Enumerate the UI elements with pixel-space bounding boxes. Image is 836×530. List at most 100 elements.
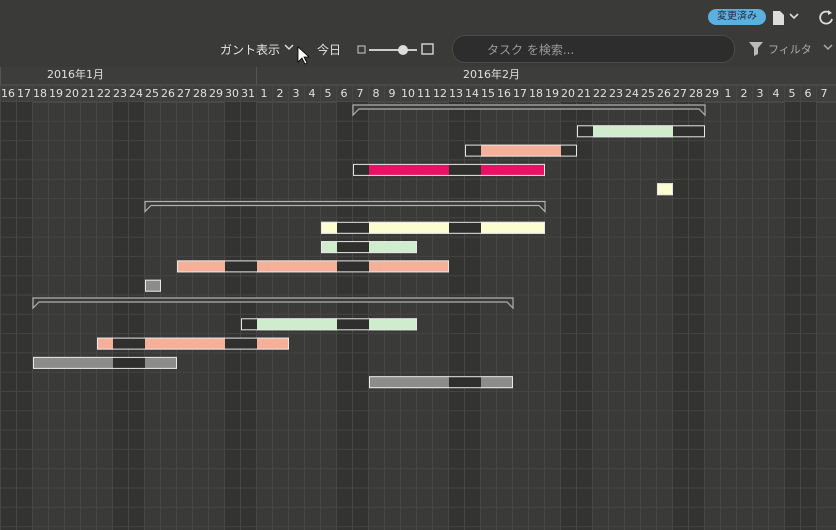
bar-weekend [673, 125, 689, 138]
filter-button[interactable]: フィルタ [768, 43, 812, 56]
day-label: 18 [529, 87, 543, 100]
task-bar [33, 356, 177, 369]
summary-bracket [144, 200, 546, 213]
task-bar [321, 221, 545, 234]
day-label: 16 [1, 87, 15, 100]
bar-segment [369, 241, 385, 254]
bar-segment [657, 183, 673, 196]
bar-segment [641, 125, 657, 138]
day-label: 6 [805, 87, 812, 100]
day-label: 14 [465, 87, 479, 100]
bar-segment [417, 376, 433, 389]
day-label: 8 [373, 87, 380, 100]
bar-segment [401, 221, 417, 234]
bar-weekend [129, 356, 145, 369]
bar-segment [65, 356, 81, 369]
bar-outline [33, 356, 177, 369]
day-label: 24 [625, 87, 639, 100]
bar-segment [369, 163, 385, 176]
bar-segment [401, 260, 417, 273]
search-box[interactable]: タスク を検索... [452, 35, 735, 63]
bar-weekend [337, 318, 353, 331]
bar-segment [321, 221, 337, 234]
day-label: 4 [309, 87, 316, 100]
day-label: 9 [389, 87, 396, 100]
bar-segment [97, 356, 113, 369]
day-label: 15 [481, 87, 495, 100]
bar-weekend [129, 337, 145, 350]
task-bar [369, 376, 513, 389]
bar-segment [529, 221, 545, 234]
bar-segment [497, 221, 513, 234]
day-label: 25 [641, 87, 655, 100]
bar-outline [353, 163, 545, 176]
bar-outline [241, 318, 417, 331]
bar-segment [33, 356, 49, 369]
day-label: 25 [145, 87, 159, 100]
bar-segment [401, 318, 417, 331]
bar-weekend [241, 318, 257, 331]
weekend-column [240, 102, 256, 530]
day-label: 29 [209, 87, 223, 100]
bar-segment [481, 376, 497, 389]
day-label: 27 [177, 87, 191, 100]
bar-segment [49, 356, 65, 369]
weekend-column [688, 102, 704, 530]
bar-segment [433, 221, 449, 234]
bar-weekend [353, 241, 369, 254]
bar-segment [385, 260, 401, 273]
day-label: 20 [65, 87, 79, 100]
bar-segment [273, 260, 289, 273]
bar-weekend [353, 318, 369, 331]
bar-weekend [353, 221, 369, 234]
task-bar [145, 279, 161, 292]
bar-segment [609, 125, 625, 138]
bar-segment [529, 163, 545, 176]
bar-segment [513, 221, 529, 234]
bar-segment [305, 318, 321, 331]
bar-segment [417, 163, 433, 176]
bar-segment [257, 260, 273, 273]
task-bar [353, 163, 545, 176]
day-label: 22 [97, 87, 111, 100]
bar-segment [481, 144, 497, 157]
bar-segment [209, 260, 225, 273]
bar-outline [577, 125, 705, 138]
day-label: 26 [657, 87, 671, 100]
weekend-column [464, 102, 480, 530]
bar-segment [513, 144, 529, 157]
day-label: 17 [513, 87, 527, 100]
weekend-column [576, 102, 592, 530]
bar-segment [321, 318, 337, 331]
bar-weekend [577, 125, 593, 138]
view-menu[interactable]: ガント表示 [220, 43, 281, 57]
day-label: 30 [225, 87, 239, 100]
bar-weekend [113, 356, 129, 369]
bar-outline [177, 260, 449, 273]
weekend-column [128, 102, 144, 530]
weekend-column [352, 102, 368, 530]
bar-weekend [465, 144, 481, 157]
day-label: 6 [341, 87, 348, 100]
bar-segment [177, 337, 193, 350]
bar-segment [161, 356, 177, 369]
bar-segment [385, 163, 401, 176]
day-label: 3 [293, 87, 300, 100]
bar-segment [529, 144, 545, 157]
bar-weekend [113, 337, 129, 350]
bar-weekend [337, 221, 353, 234]
day-label: 26 [161, 87, 175, 100]
bar-segment [625, 125, 641, 138]
today-button[interactable]: 今日 [317, 43, 342, 57]
day-label: 27 [673, 87, 687, 100]
day-label: 7 [821, 87, 828, 100]
bar-segment [385, 221, 401, 234]
day-label: 20 [561, 87, 575, 100]
day-label: 1 [261, 87, 268, 100]
bar-segment [145, 337, 161, 350]
bar-weekend [353, 260, 369, 273]
bar-weekend [465, 221, 481, 234]
bar-segment [417, 221, 433, 234]
